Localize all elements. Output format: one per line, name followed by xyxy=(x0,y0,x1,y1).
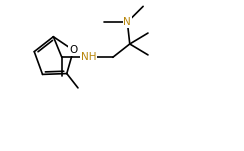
Text: NH: NH xyxy=(81,52,96,62)
Text: N: N xyxy=(123,17,131,27)
Text: O: O xyxy=(69,45,78,55)
